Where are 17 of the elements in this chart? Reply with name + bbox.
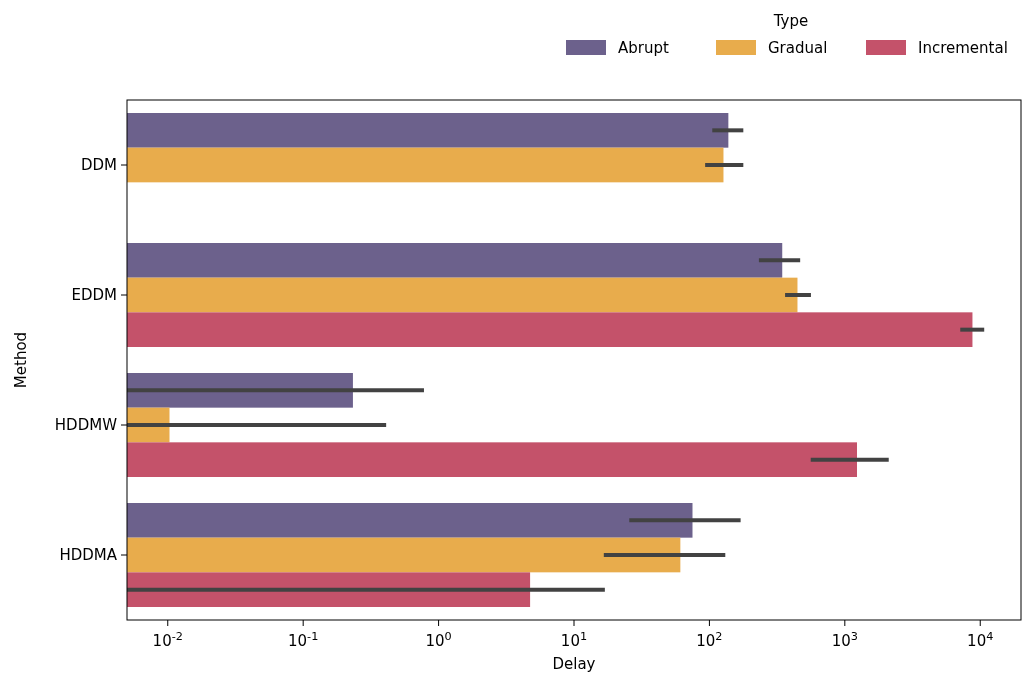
- legend-label: Gradual: [768, 39, 828, 57]
- x-tick-label: 10$^{0}$: [425, 629, 452, 650]
- legend-title: Type: [772, 12, 809, 30]
- y-tick-label: EDDM: [71, 286, 117, 304]
- x-tick-label: 10$^{4}$: [967, 629, 994, 650]
- y-tick-label: DDM: [80, 156, 117, 174]
- x-tick-label: 10$^{3}$: [831, 629, 858, 650]
- y-tick-label: HDDMA: [59, 546, 118, 564]
- y-tick-label: HDDMW: [54, 416, 118, 434]
- x-tick-label: 10$^{1}$: [560, 629, 588, 650]
- y-axis-title: Method: [12, 331, 30, 389]
- x-tick-label: 10$^{-2}$: [152, 629, 183, 650]
- legend-label: Incremental: [918, 39, 1008, 57]
- x-tick-label: 10$^{2}$: [696, 629, 723, 650]
- x-tick-label: 10$^{-1}$: [288, 629, 319, 650]
- legend-label: Abrupt: [618, 39, 669, 57]
- x-axis-title: Delay: [552, 655, 596, 673]
